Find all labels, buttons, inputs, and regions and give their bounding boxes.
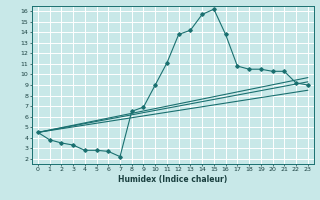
X-axis label: Humidex (Indice chaleur): Humidex (Indice chaleur) [118, 175, 228, 184]
